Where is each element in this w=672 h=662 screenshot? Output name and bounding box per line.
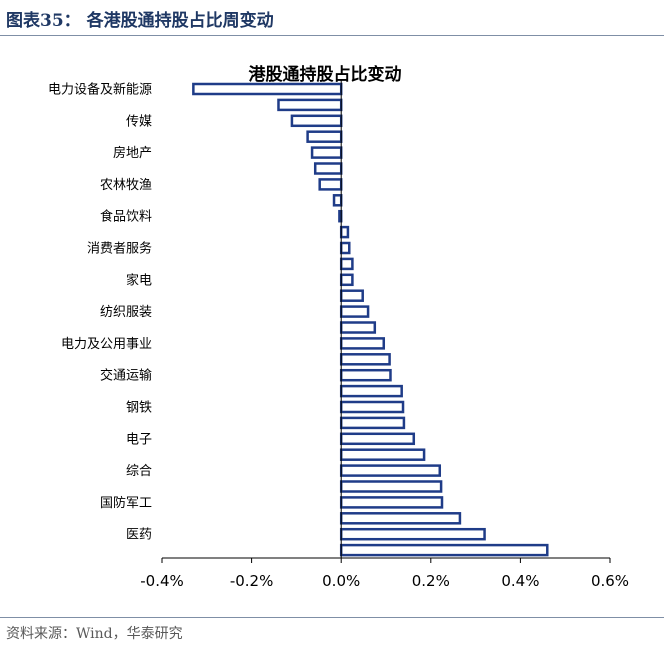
footer-divider — [0, 617, 664, 618]
category-label-group: 电力设备及新能源传媒房地产农林牧渔食品饮料消费者服务家电纺织服装电力及公用事业交… — [48, 82, 152, 543]
bar-5 — [313, 162, 343, 175]
category-label-14: 纺织服装 — [100, 305, 152, 320]
category-label-20: 钢铁 — [126, 401, 152, 416]
bar-20 — [339, 400, 405, 414]
category-label-6: 农林牧渔 — [100, 178, 152, 193]
source-note: 资料来源：Wind，华泰研究 — [6, 626, 183, 642]
bar-group — [192, 82, 549, 557]
category-label-10: 消费者服务 — [87, 241, 152, 257]
bar-21 — [339, 416, 406, 430]
category-label-0: 电力设备及新能源 — [48, 82, 152, 98]
bar-18 — [339, 368, 392, 382]
bar-16 — [339, 337, 386, 350]
bar-15 — [339, 321, 377, 334]
bar-7 — [332, 194, 343, 207]
bar-11 — [339, 257, 354, 271]
x-axis: -0.4% -0.2% 0.0% 0.2% 0.4% 0.6% — [140, 80, 629, 590]
bar-29 — [339, 543, 549, 557]
category-label-4: 房地产 — [113, 145, 152, 161]
bar-0 — [192, 82, 343, 96]
bar-17 — [339, 353, 391, 366]
bar-25 — [339, 480, 443, 493]
chart-title: 港股通持股占比变动 — [249, 64, 402, 85]
category-label-16: 电力及公用事业 — [61, 337, 152, 352]
bar-14 — [339, 305, 370, 318]
bar-23 — [339, 448, 426, 461]
category-label-8: 食品饮料 — [100, 209, 152, 225]
header-divider — [0, 35, 664, 36]
bar-3 — [306, 130, 343, 143]
category-label-26: 国防军工 — [100, 495, 152, 511]
bar-22 — [339, 432, 416, 446]
x-tick-label-3: 0.2% — [412, 572, 450, 590]
bar-9 — [339, 225, 350, 239]
bar-4 — [310, 146, 343, 159]
x-tick-label-5: 0.6% — [591, 572, 629, 590]
bar-28 — [339, 527, 486, 541]
category-label-22: 电子 — [126, 432, 152, 447]
category-label-28: 医药 — [126, 528, 152, 543]
bar-2 — [290, 114, 343, 128]
bar-26 — [339, 496, 444, 509]
x-tick-label-4: 0.4% — [501, 572, 539, 590]
bar-27 — [339, 512, 462, 525]
category-label-24: 综合 — [126, 464, 152, 479]
x-tick-label-0: -0.4% — [140, 572, 184, 590]
figure-title: 图表35： 各港股通持股占比周变动 — [6, 11, 274, 31]
bar-19 — [339, 384, 403, 398]
bar-6 — [318, 178, 343, 191]
bar-10 — [339, 241, 351, 255]
bar-24 — [339, 464, 442, 477]
category-label-12: 家电 — [126, 272, 152, 288]
x-tick-label-2: 0.0% — [322, 572, 360, 590]
bar-13 — [339, 289, 364, 302]
category-label-18: 交通运输 — [100, 368, 152, 384]
category-label-2: 传媒 — [126, 114, 152, 129]
figure-header: 图表35： 各港股通持股占比周变动 — [0, 0, 672, 34]
bar-1 — [277, 98, 343, 112]
bar-12 — [339, 273, 354, 287]
x-tick-label-1: -0.2% — [230, 572, 274, 590]
